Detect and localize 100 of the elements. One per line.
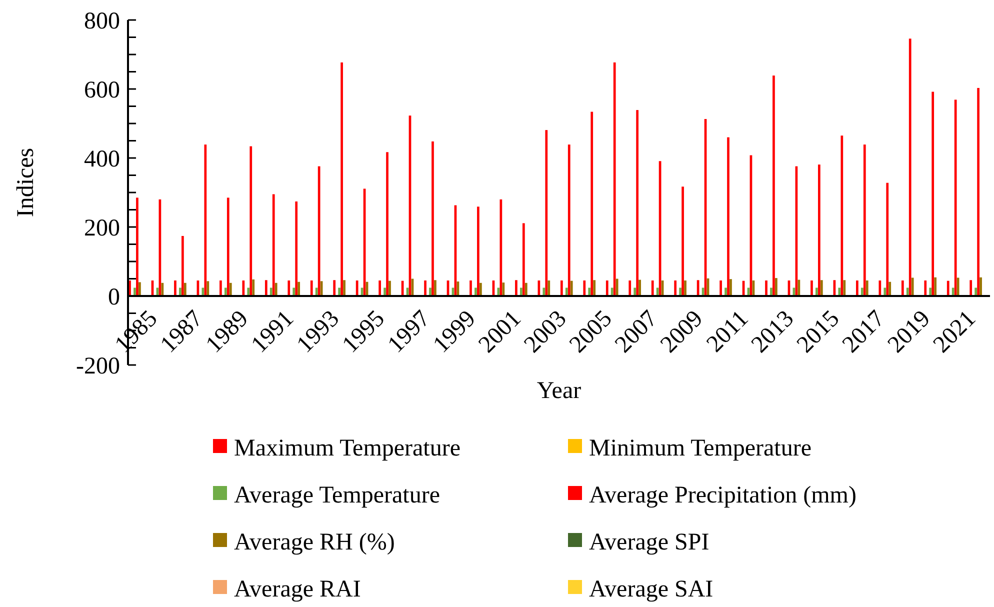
bar xyxy=(524,282,528,296)
y-tick-label: 800 xyxy=(84,8,120,34)
bar xyxy=(542,288,546,296)
bar xyxy=(568,144,570,296)
bar xyxy=(818,164,820,296)
bar xyxy=(134,288,136,296)
bar xyxy=(502,282,505,296)
bar xyxy=(565,288,568,296)
bar xyxy=(136,198,138,296)
bar xyxy=(727,137,730,296)
bar xyxy=(315,288,318,296)
bar xyxy=(977,88,980,296)
bar xyxy=(229,282,232,296)
bar xyxy=(616,278,618,296)
bar xyxy=(911,278,914,296)
bar xyxy=(798,280,800,296)
bar xyxy=(204,144,207,296)
bar xyxy=(179,288,182,296)
bar xyxy=(866,280,868,296)
bar xyxy=(628,280,632,296)
bar xyxy=(946,280,950,296)
bar xyxy=(952,288,954,296)
bar xyxy=(888,282,892,296)
bar xyxy=(772,76,775,296)
bar xyxy=(477,206,480,296)
bar xyxy=(636,110,638,296)
bar xyxy=(588,288,591,296)
bar xyxy=(929,288,932,296)
legend-label: Average SAI xyxy=(589,576,714,602)
bar xyxy=(470,280,472,296)
bar xyxy=(816,288,818,296)
bar xyxy=(434,280,436,296)
bar xyxy=(384,288,386,296)
bar xyxy=(388,280,391,296)
bar xyxy=(264,280,268,296)
bar xyxy=(224,288,227,296)
bar xyxy=(226,198,230,296)
bar xyxy=(202,288,204,296)
bar xyxy=(810,280,813,296)
legend-label: Average Temperature xyxy=(234,482,440,508)
bar xyxy=(770,288,772,296)
bar xyxy=(684,280,686,296)
y-tick-label: -200 xyxy=(76,353,120,380)
bar xyxy=(878,280,882,296)
bar xyxy=(318,166,320,296)
bar xyxy=(765,280,768,296)
bar xyxy=(724,288,727,296)
bar xyxy=(386,152,388,296)
legend-label: Average SPI xyxy=(589,529,710,556)
bar xyxy=(856,280,858,296)
x-axis-title: Year xyxy=(536,378,582,404)
bar xyxy=(138,282,141,296)
bar xyxy=(863,144,866,296)
bar xyxy=(682,186,684,296)
bar xyxy=(474,288,477,296)
bar xyxy=(593,280,596,296)
bar xyxy=(730,279,732,296)
bar xyxy=(886,182,889,296)
bar xyxy=(906,288,909,296)
bar xyxy=(247,288,250,296)
bar xyxy=(520,288,522,296)
bar xyxy=(884,288,886,296)
bar xyxy=(934,277,936,296)
legend-label: Average Precipitation (mm) xyxy=(589,482,856,508)
y-tick-label: 600 xyxy=(84,77,120,104)
bar xyxy=(634,288,636,296)
bar xyxy=(548,280,550,296)
bar xyxy=(515,280,518,296)
bar xyxy=(840,136,844,296)
y-tick-label: 400 xyxy=(84,146,120,172)
legend-label: Minimum Temperature xyxy=(589,435,812,462)
y-axis-title: Indices xyxy=(13,148,39,218)
bar xyxy=(974,288,977,296)
bar xyxy=(298,282,300,296)
bar xyxy=(674,280,677,296)
bar xyxy=(288,280,290,296)
bar xyxy=(775,278,778,296)
bar xyxy=(932,92,934,296)
bar xyxy=(274,282,278,296)
bar xyxy=(424,280,426,296)
bar xyxy=(820,280,823,296)
legend-label: Average RH (%) xyxy=(234,529,395,556)
bar xyxy=(250,146,252,296)
y-tick-label: 0 xyxy=(108,284,120,310)
bar xyxy=(570,280,573,296)
bar xyxy=(480,282,482,296)
bar xyxy=(356,280,358,296)
bar xyxy=(590,112,594,296)
bar xyxy=(310,280,313,296)
bar xyxy=(206,281,210,296)
legend-label: Average RAI xyxy=(234,576,361,602)
bar xyxy=(610,288,614,296)
bar xyxy=(270,288,272,296)
bar xyxy=(545,130,548,296)
bar xyxy=(252,279,255,296)
bar xyxy=(980,277,982,296)
bar xyxy=(924,280,927,296)
bar xyxy=(220,280,222,296)
bar xyxy=(970,280,972,296)
bar xyxy=(272,194,275,296)
